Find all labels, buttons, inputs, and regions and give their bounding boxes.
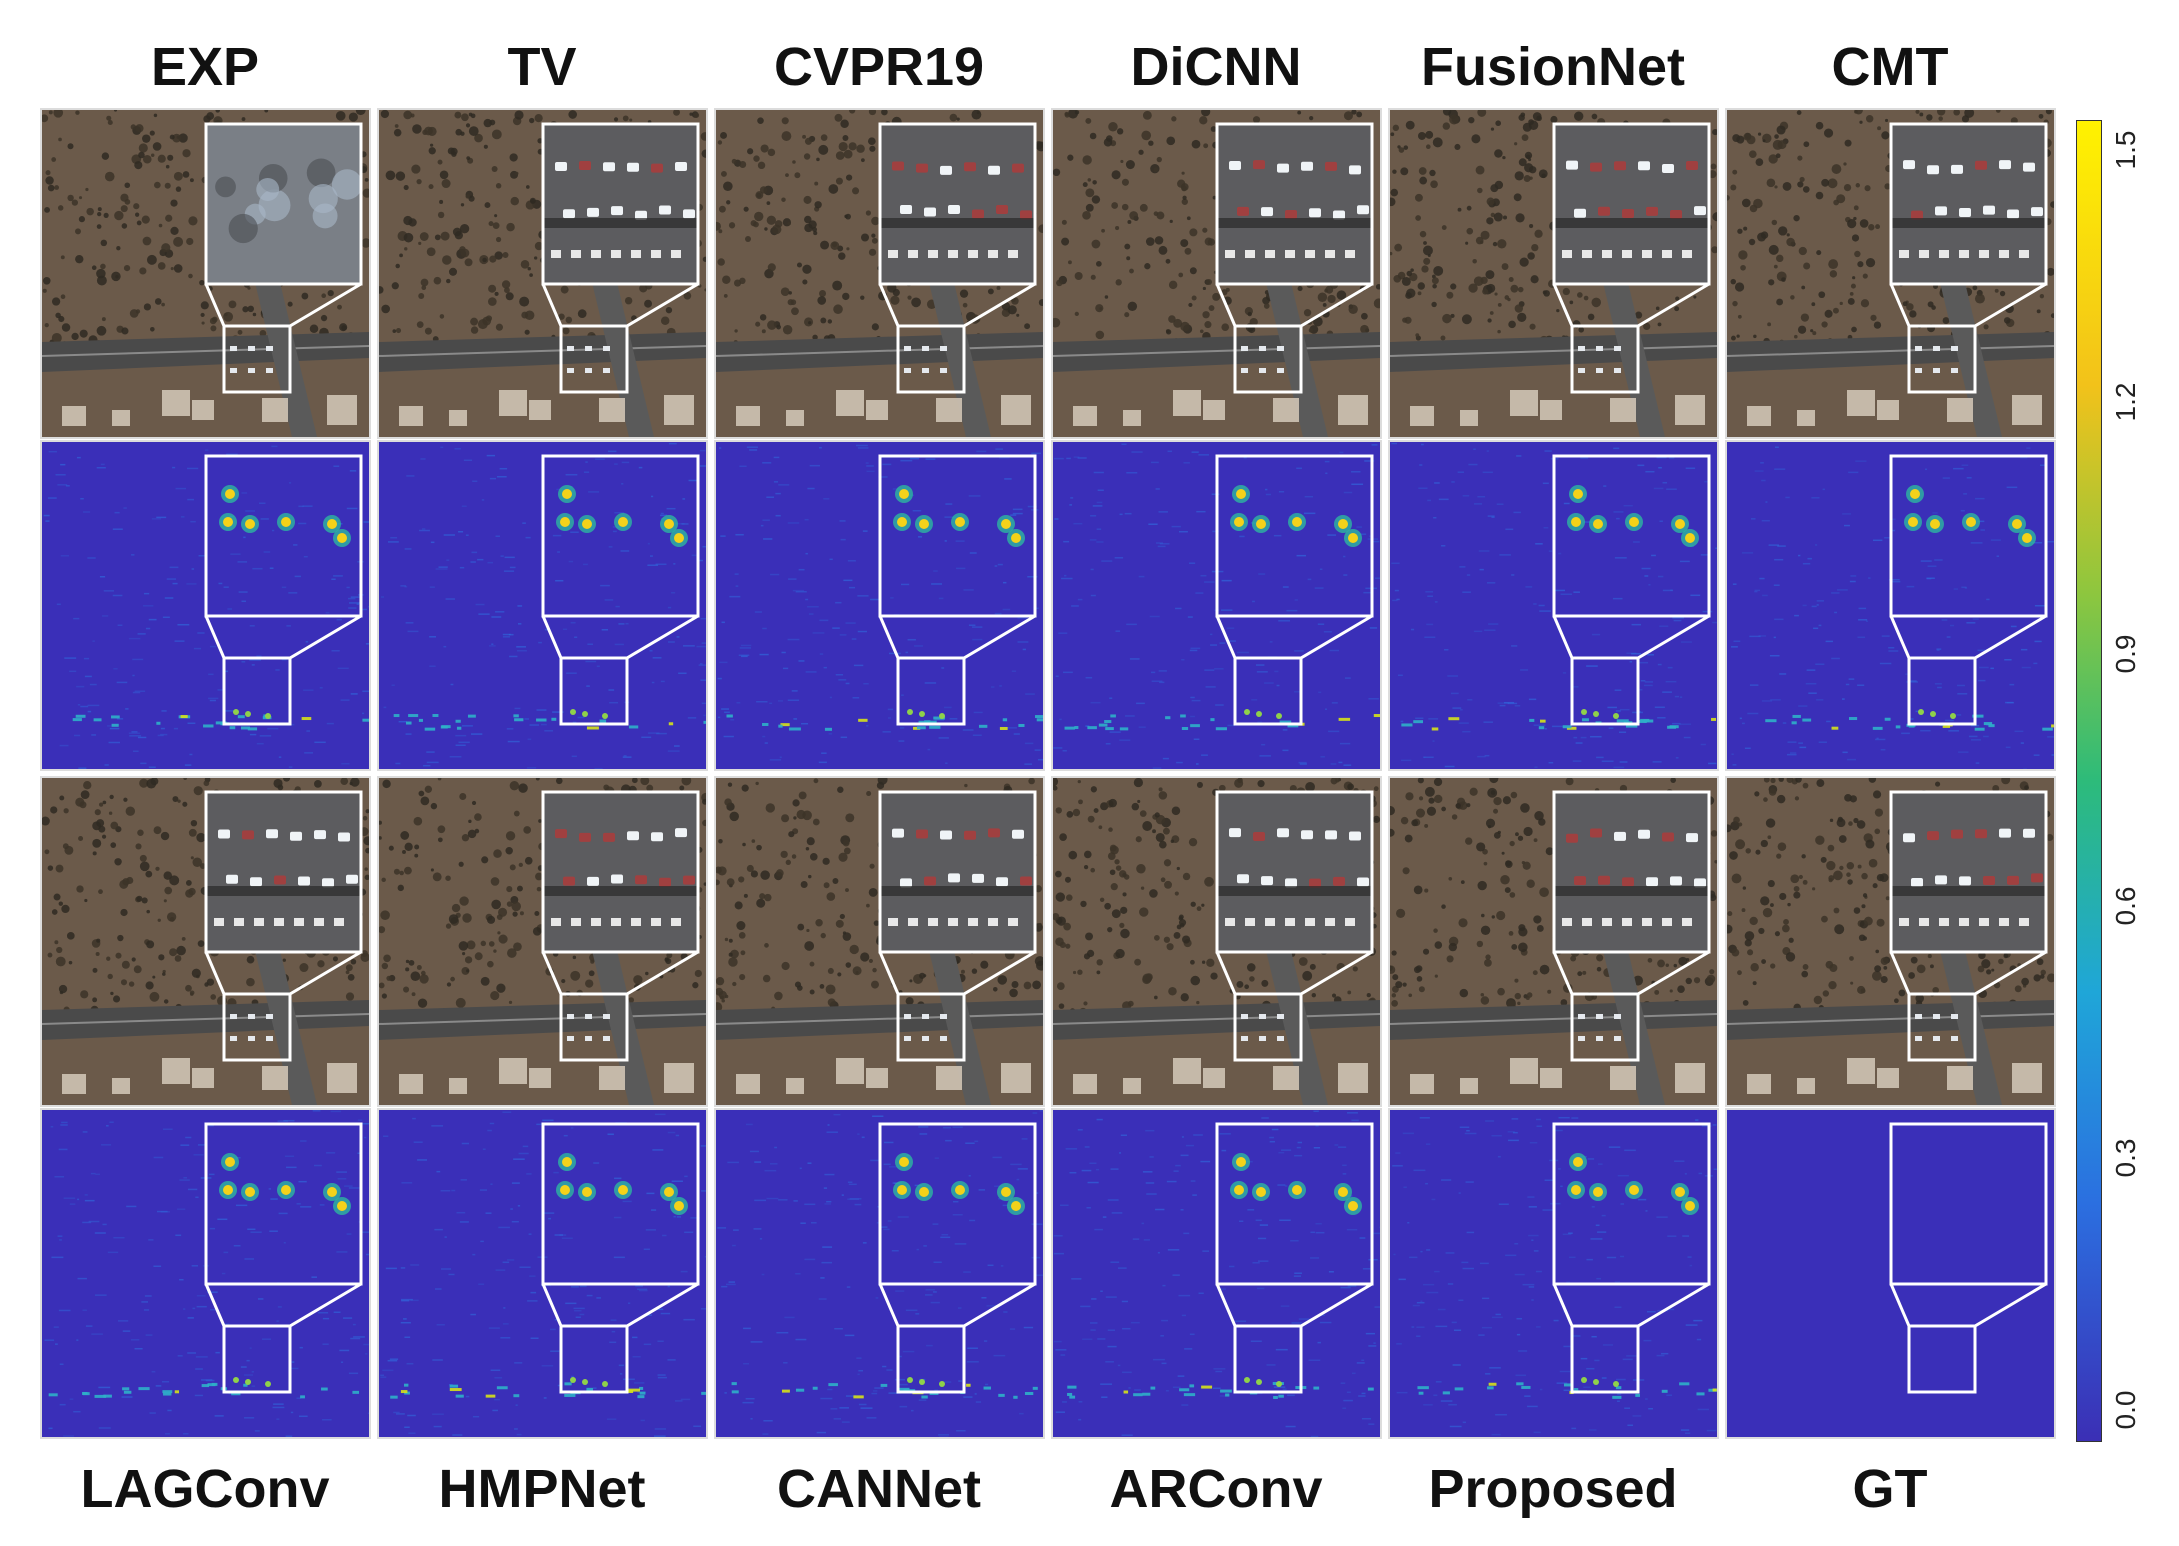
fused-image-arconv bbox=[1051, 776, 1382, 1107]
zoom-inset-frame bbox=[204, 122, 363, 286]
zoom-region-box bbox=[1907, 324, 1977, 394]
error-map-hmpnet bbox=[377, 1108, 708, 1439]
label-proposed: Proposed bbox=[1428, 1459, 1678, 1519]
zoom-region-box bbox=[559, 656, 629, 726]
label-cvpr19: CVPR19 bbox=[773, 37, 985, 97]
colorbar-tick: 1.2 bbox=[2110, 382, 2141, 422]
error-map-lagconv bbox=[40, 1108, 371, 1439]
label-tv: TV bbox=[507, 37, 577, 97]
label-cmt: CMT bbox=[1831, 37, 1949, 97]
zoom-region-box bbox=[222, 1324, 292, 1394]
zoom-inset-frame bbox=[1552, 790, 1711, 954]
zoom-inset-frame bbox=[1889, 1122, 2048, 1286]
zoom-region-box bbox=[1233, 656, 1303, 726]
zoom-region-box bbox=[1233, 992, 1303, 1062]
zoom-region-box bbox=[1570, 992, 1640, 1062]
zoom-region-box bbox=[559, 324, 629, 394]
label-gt: GT bbox=[1852, 1459, 1928, 1519]
colorbar-tick: 0.3 bbox=[2110, 1138, 2141, 1178]
zoom-region-box bbox=[222, 656, 292, 726]
zoom-inset-frame bbox=[204, 790, 363, 954]
label-arconv: ARConv bbox=[1109, 1459, 1323, 1519]
zoom-inset-frame bbox=[1215, 122, 1374, 286]
zoom-region-box bbox=[1907, 1324, 1977, 1394]
zoom-inset-frame bbox=[1552, 454, 1711, 618]
colorbar-tick: 0.0 bbox=[2110, 1390, 2141, 1430]
fused-image-gt bbox=[1725, 776, 2056, 1107]
error-map-gt bbox=[1725, 1108, 2056, 1439]
zoom-inset-frame bbox=[541, 122, 700, 286]
error-map-cmt bbox=[1725, 440, 2056, 771]
zoom-region-box bbox=[559, 1324, 629, 1394]
zoom-inset-frame bbox=[541, 790, 700, 954]
zoom-inset-frame bbox=[878, 1122, 1037, 1286]
zoom-inset-frame bbox=[541, 454, 700, 618]
colorbar-tick: 1.5 bbox=[2110, 130, 2141, 170]
zoom-inset-frame bbox=[1215, 1122, 1374, 1286]
zoom-region-box bbox=[222, 324, 292, 394]
zoom-inset-frame bbox=[1889, 790, 2048, 954]
label-cannet: CANNet bbox=[776, 1459, 982, 1519]
fused-image-cannet bbox=[714, 776, 1045, 1107]
label-lagconv: LAGConv bbox=[80, 1459, 330, 1519]
zoom-inset-frame bbox=[204, 1122, 363, 1286]
fused-image-lagconv bbox=[40, 776, 371, 1107]
colorbar bbox=[2076, 120, 2102, 1442]
zoom-inset-frame bbox=[1552, 1122, 1711, 1286]
zoom-region-box bbox=[222, 992, 292, 1062]
zoom-region-box bbox=[896, 656, 966, 726]
zoom-inset-frame bbox=[878, 790, 1037, 954]
error-map-cannet bbox=[714, 1108, 1045, 1439]
zoom-region-box bbox=[1570, 324, 1640, 394]
zoom-inset-frame bbox=[1889, 454, 2048, 618]
error-map-cvpr19 bbox=[714, 440, 1045, 771]
zoom-region-box bbox=[896, 1324, 966, 1394]
fused-image-tv bbox=[377, 108, 708, 439]
zoom-region-box bbox=[896, 324, 966, 394]
zoom-region-box bbox=[1570, 1324, 1640, 1394]
zoom-region-box bbox=[1907, 992, 1977, 1062]
zoom-inset-frame bbox=[1552, 122, 1711, 286]
fused-image-fusionnet bbox=[1388, 108, 1719, 439]
label-exp: EXP bbox=[150, 37, 260, 97]
zoom-inset-frame bbox=[1215, 790, 1374, 954]
fused-image-cvpr19 bbox=[714, 108, 1045, 439]
zoom-region-box bbox=[1570, 656, 1640, 726]
colorbar-tick: 0.6 bbox=[2110, 886, 2141, 926]
zoom-region-box bbox=[559, 992, 629, 1062]
fused-image-hmpnet bbox=[377, 776, 708, 1107]
zoom-inset-frame bbox=[541, 1122, 700, 1286]
zoom-region-box bbox=[1233, 324, 1303, 394]
error-map-arconv bbox=[1051, 1108, 1382, 1439]
zoom-inset-frame bbox=[878, 454, 1037, 618]
fused-image-proposed bbox=[1388, 776, 1719, 1107]
fused-image-dicnn bbox=[1051, 108, 1382, 439]
colorbar-tick: 0.9 bbox=[2110, 634, 2141, 674]
error-map-dicnn bbox=[1051, 440, 1382, 771]
label-hmpnet: HMPNet bbox=[438, 1459, 646, 1519]
zoom-inset-frame bbox=[878, 122, 1037, 286]
fused-image-exp bbox=[40, 108, 371, 439]
zoom-inset-frame bbox=[1215, 454, 1374, 618]
error-map-proposed bbox=[1388, 1108, 1719, 1439]
error-map-tv bbox=[377, 440, 708, 771]
zoom-inset-frame bbox=[1889, 122, 2048, 286]
error-map-fusionnet bbox=[1388, 440, 1719, 771]
label-fusionnet: FusionNet bbox=[1421, 37, 1685, 97]
zoom-region-box bbox=[1907, 656, 1977, 726]
zoom-region-box bbox=[896, 992, 966, 1062]
fused-image-cmt bbox=[1725, 108, 2056, 439]
zoom-region-box bbox=[1233, 1324, 1303, 1394]
error-map-exp bbox=[40, 440, 371, 771]
label-dicnn: DiCNN bbox=[1130, 37, 1302, 97]
zoom-inset-frame bbox=[204, 454, 363, 618]
